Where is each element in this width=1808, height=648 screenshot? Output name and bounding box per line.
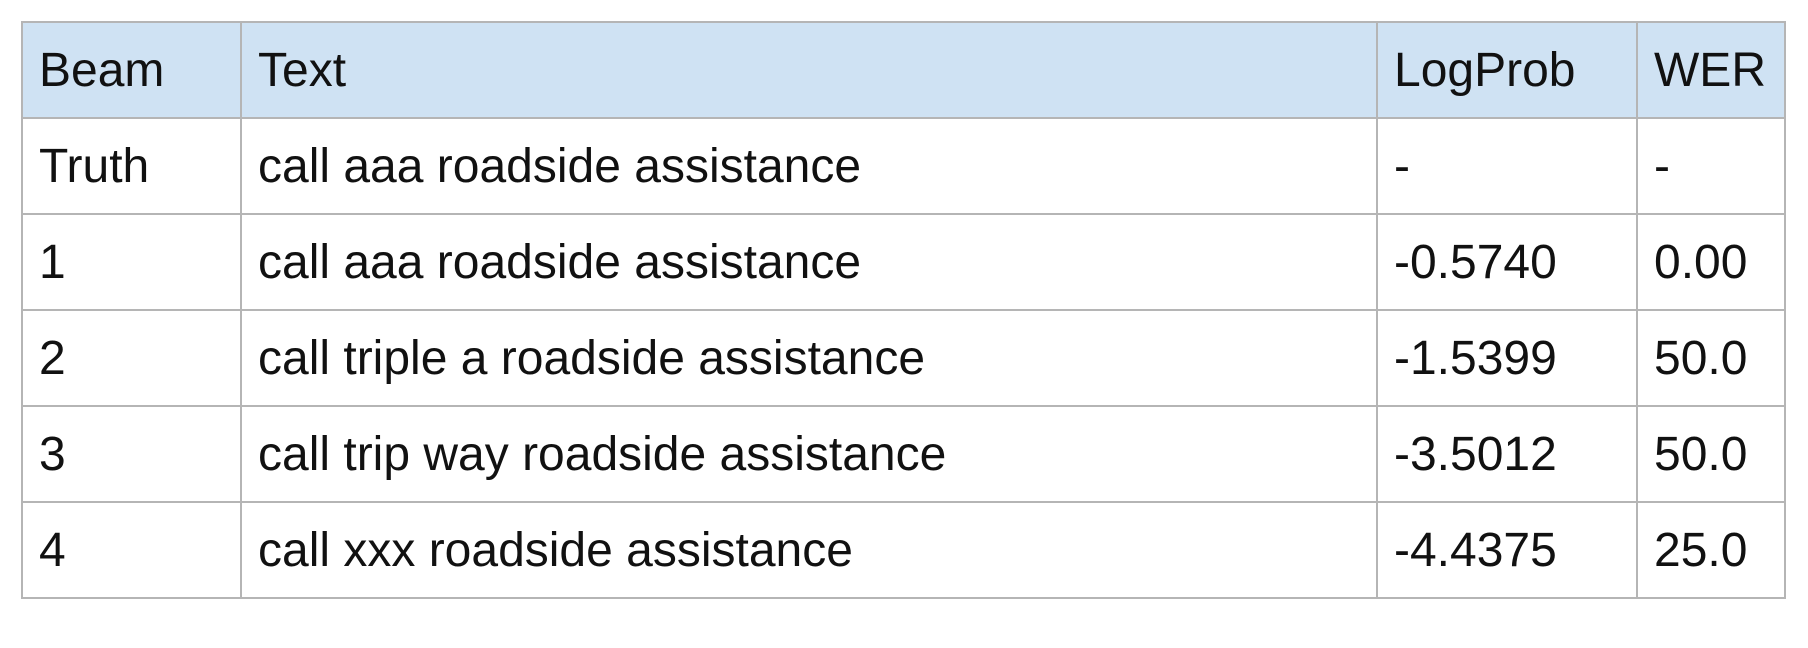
cell-logprob: -3.5012 bbox=[1376, 405, 1638, 503]
cell-text: call triple a roadside assistance bbox=[240, 309, 1378, 407]
cell-beam: 4 bbox=[21, 501, 242, 599]
cell-text: call trip way roadside assistance bbox=[240, 405, 1378, 503]
table-row: 2 call triple a roadside assistance -1.5… bbox=[21, 309, 1786, 407]
cell-wer: - bbox=[1636, 117, 1786, 215]
table-body: Truth call aaa roadside assistance - - 1… bbox=[21, 117, 1786, 599]
beam-results-table: Beam Text LogProb WER Truth call aaa roa… bbox=[21, 21, 1786, 599]
table-row: Truth call aaa roadside assistance - - bbox=[21, 117, 1786, 215]
cell-text: call aaa roadside assistance bbox=[240, 117, 1378, 215]
cell-logprob: -0.5740 bbox=[1376, 213, 1638, 311]
cell-wer: 50.0 bbox=[1636, 405, 1786, 503]
cell-logprob: -1.5399 bbox=[1376, 309, 1638, 407]
cell-wer: 50.0 bbox=[1636, 309, 1786, 407]
cell-beam: 1 bbox=[21, 213, 242, 311]
header-row: Beam Text LogProb WER bbox=[21, 21, 1786, 119]
cell-logprob: -4.4375 bbox=[1376, 501, 1638, 599]
header-beam: Beam bbox=[21, 21, 242, 119]
table-header: Beam Text LogProb WER bbox=[21, 21, 1786, 119]
cell-beam: 2 bbox=[21, 309, 242, 407]
header-wer: WER bbox=[1636, 21, 1786, 119]
cell-text: call aaa roadside assistance bbox=[240, 213, 1378, 311]
table-row: 4 call xxx roadside assistance -4.4375 2… bbox=[21, 501, 1786, 599]
table-row: 3 call trip way roadside assistance -3.5… bbox=[21, 405, 1786, 503]
cell-wer: 25.0 bbox=[1636, 501, 1786, 599]
cell-logprob: - bbox=[1376, 117, 1638, 215]
header-logprob: LogProb bbox=[1376, 21, 1638, 119]
table-row: 1 call aaa roadside assistance -0.5740 0… bbox=[21, 213, 1786, 311]
cell-text: call xxx roadside assistance bbox=[240, 501, 1378, 599]
header-text: Text bbox=[240, 21, 1378, 119]
cell-beam: Truth bbox=[21, 117, 242, 215]
cell-beam: 3 bbox=[21, 405, 242, 503]
cell-wer: 0.00 bbox=[1636, 213, 1786, 311]
